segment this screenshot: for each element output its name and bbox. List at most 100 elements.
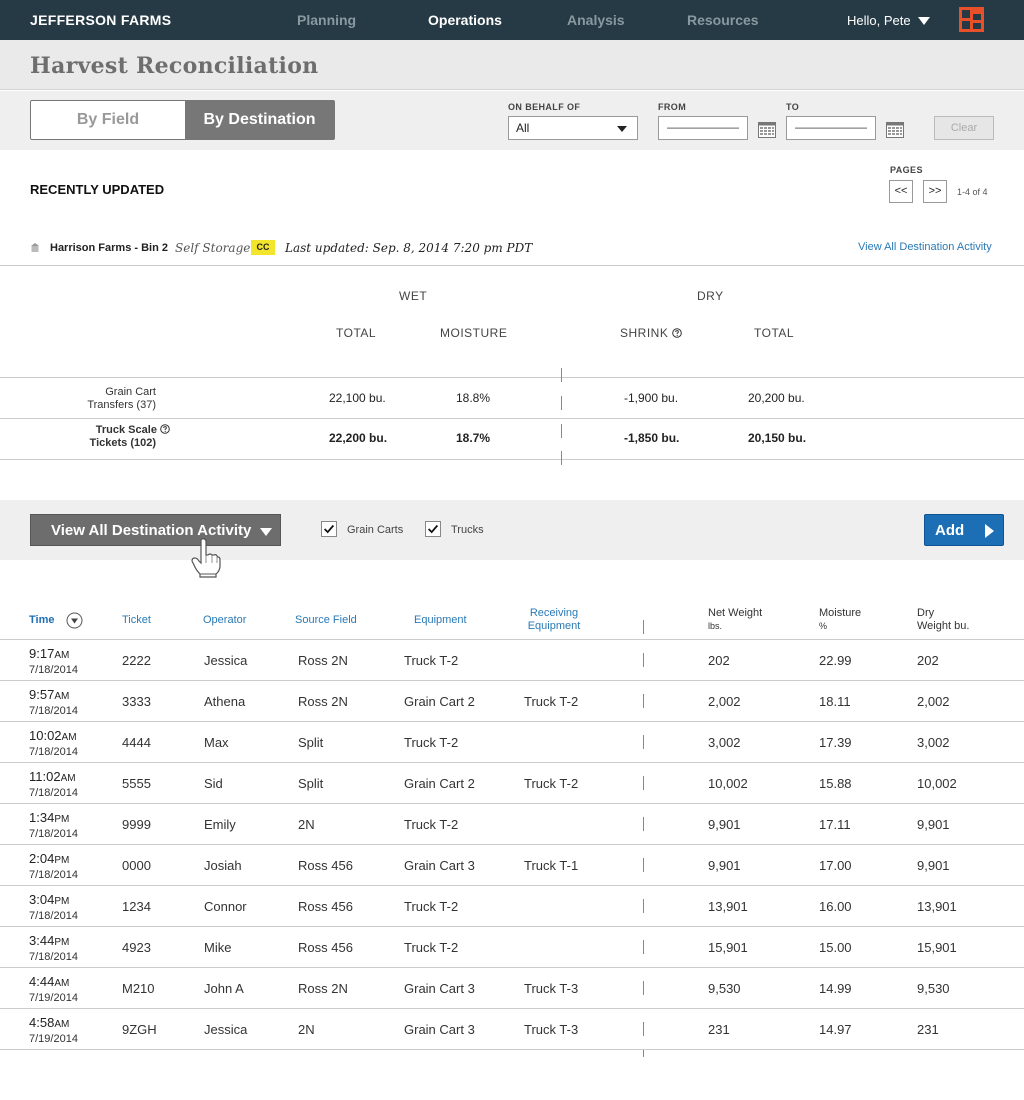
shrink-heading-label: SHRINK — [620, 326, 669, 340]
activity-filter-dropdown[interactable]: View All Destination Activity — [30, 514, 281, 546]
table-row[interactable]: 3:04PM 7/18/2014 1234 Connor Ross 456 Tr… — [0, 886, 1024, 927]
to-calendar-icon[interactable] — [886, 121, 904, 138]
summary-label-line2: Transfers (37) — [87, 399, 156, 411]
help-icon[interactable] — [160, 424, 170, 434]
add-button[interactable]: Add — [924, 514, 1004, 546]
moisture-cell: 14.97 — [819, 1022, 852, 1037]
on-behalf-select[interactable]: All — [508, 116, 638, 140]
brand-name[interactable]: JEFFERSON FARMS — [30, 12, 172, 28]
ampm-value: AM — [54, 691, 70, 702]
clear-button[interactable]: Clear — [934, 116, 994, 140]
equipment-cell: Truck T-2 — [404, 940, 459, 955]
operator-cell: Connor — [204, 899, 247, 914]
tab-by-field[interactable]: By Field — [76, 111, 140, 128]
table-row[interactable]: 2:04PM 7/18/2014 0000 Josiah Ross 456 Gr… — [0, 845, 1024, 886]
filter-bar: By Field By Destination ON BEHALF OF All… — [0, 91, 1024, 150]
column-header-dry-weight[interactable]: Dry Weight bu. — [917, 607, 969, 633]
time-cell: 4:44AM — [29, 974, 69, 989]
next-page-button[interactable]: >> — [923, 180, 947, 203]
summary-label-line1: Grain Cart — [105, 386, 156, 398]
dry-weight-cell: 15,901 — [917, 940, 957, 955]
net-weight-cell: 9,901 — [708, 858, 741, 873]
add-button-label: Add — [935, 522, 965, 539]
ampm-value: AM — [54, 650, 70, 661]
divider — [643, 653, 644, 667]
operator-cell: Mike — [204, 940, 232, 955]
grain-cart-wet-total: 22,100 bu. — [329, 391, 386, 405]
ticket-cell: 9999 — [122, 817, 151, 832]
view-toggle: By Field By Destination — [30, 100, 335, 140]
time-value: 4:58 — [29, 1015, 55, 1030]
dry-weight-cell: 9,901 — [917, 858, 950, 873]
dry-heading: DRY — [697, 289, 724, 303]
table-row[interactable]: 1:34PM 7/18/2014 9999 Emily 2N Truck T-2… — [0, 804, 1024, 845]
table-row[interactable]: 10:02AM 7/18/2014 4444 Max Split Truck T… — [0, 722, 1024, 763]
ampm-value: PM — [54, 896, 70, 907]
equipment-cell: Truck T-2 — [404, 653, 459, 668]
sort-dropdown-icon[interactable] — [66, 612, 83, 629]
column-header-line: Net Weight — [708, 607, 763, 619]
nav-operations[interactable]: Operations — [428, 12, 502, 28]
table-row[interactable]: 9:57AM 7/18/2014 3333 Athena Ross 2N Gra… — [0, 681, 1024, 722]
destination-type: Self Storage — [175, 241, 251, 255]
time-value: 3:44 — [29, 933, 55, 948]
ticket-cell: 9ZGH — [122, 1022, 157, 1037]
summary-label-line1-wrap: Truck Scale — [60, 424, 170, 437]
divider — [643, 694, 644, 708]
net-weight-cell: 10,002 — [708, 776, 748, 791]
moisture-heading: MOISTURE — [440, 326, 508, 340]
time-cell: 11:02AM — [29, 769, 76, 784]
column-header-receiving-equipment[interactable]: Receiving Equipment — [520, 607, 588, 633]
view-all-destination-activity-link[interactable]: View All Destination Activity — [858, 241, 992, 253]
last-updated: Last updated: Sep. 8, 2014 7:20 pm PDT — [285, 241, 533, 255]
source-field-cell: Ross 456 — [298, 858, 353, 873]
divider — [643, 735, 644, 749]
column-header-line: Equipment — [527, 620, 581, 632]
table-row[interactable]: 4:44AM 7/19/2014 M210 John A Ross 2N Gra… — [0, 968, 1024, 1009]
tab-by-destination[interactable]: By Destination — [185, 101, 334, 139]
ampm-value: AM — [54, 978, 70, 989]
to-date-input[interactable]: —————— — [786, 116, 876, 140]
dry-weight-cell: 9,901 — [917, 817, 950, 832]
column-header-time[interactable]: Time — [29, 614, 55, 626]
from-calendar-icon[interactable] — [758, 121, 776, 138]
table-row[interactable]: 4:58AM 7/19/2014 9ZGH Jessica 2N Grain C… — [0, 1009, 1024, 1050]
dry-weight-cell: 231 — [917, 1022, 939, 1037]
table-row[interactable]: 3:44PM 7/18/2014 4923 Mike Ross 456 Truc… — [0, 927, 1024, 968]
ampm-value: PM — [54, 814, 70, 825]
divider — [0, 639, 1024, 640]
on-behalf-value: All — [516, 121, 530, 135]
table-row[interactable]: 11:02AM 7/18/2014 5555 Sid Split Grain C… — [0, 763, 1024, 804]
receiving-equipment-cell: Truck T-2 — [524, 694, 579, 709]
column-header-operator[interactable]: Operator — [203, 614, 247, 626]
user-greeting[interactable]: Hello, Pete — [847, 13, 911, 28]
column-header-source-field[interactable]: Source Field — [295, 614, 357, 626]
nav-resources[interactable]: Resources — [687, 12, 759, 28]
source-field-cell: Ross 2N — [298, 694, 348, 709]
from-date-input[interactable]: —————— — [658, 116, 748, 140]
column-header-equipment[interactable]: Equipment — [414, 614, 467, 626]
divider — [561, 396, 562, 410]
equipment-cell: Truck T-2 — [404, 817, 459, 832]
table-row[interactable]: 9:17AM 7/18/2014 2222 Jessica Ross 2N Tr… — [0, 640, 1024, 681]
time-value: 9:17 — [29, 646, 55, 661]
summary-label-line2: Tickets (102) — [89, 437, 156, 449]
grain-carts-checkbox[interactable] — [321, 521, 337, 537]
trucks-label: Trucks — [451, 524, 484, 536]
nav-analysis[interactable]: Analysis — [567, 12, 625, 28]
user-menu-chevron-down-icon[interactable] — [918, 17, 930, 25]
prev-page-button[interactable]: << — [889, 180, 913, 203]
dry-weight-cell: 202 — [917, 653, 939, 668]
cc-badge: CC — [251, 240, 275, 255]
column-header-ticket[interactable]: Ticket — [122, 614, 151, 626]
ampm-value: PM — [54, 937, 70, 948]
date-cell: 7/18/2014 — [29, 951, 78, 963]
nav-planning[interactable]: Planning — [297, 12, 357, 28]
trucks-checkbox[interactable] — [425, 521, 441, 537]
column-header-moisture[interactable]: Moisture % — [819, 607, 861, 633]
column-header-net-weight[interactable]: Net Weight lbs. — [708, 607, 762, 633]
dry-weight-cell: 3,002 — [917, 735, 950, 750]
help-icon[interactable] — [672, 328, 682, 338]
receiving-equipment-cell: Truck T-2 — [524, 776, 579, 791]
operator-cell: Emily — [204, 817, 236, 832]
